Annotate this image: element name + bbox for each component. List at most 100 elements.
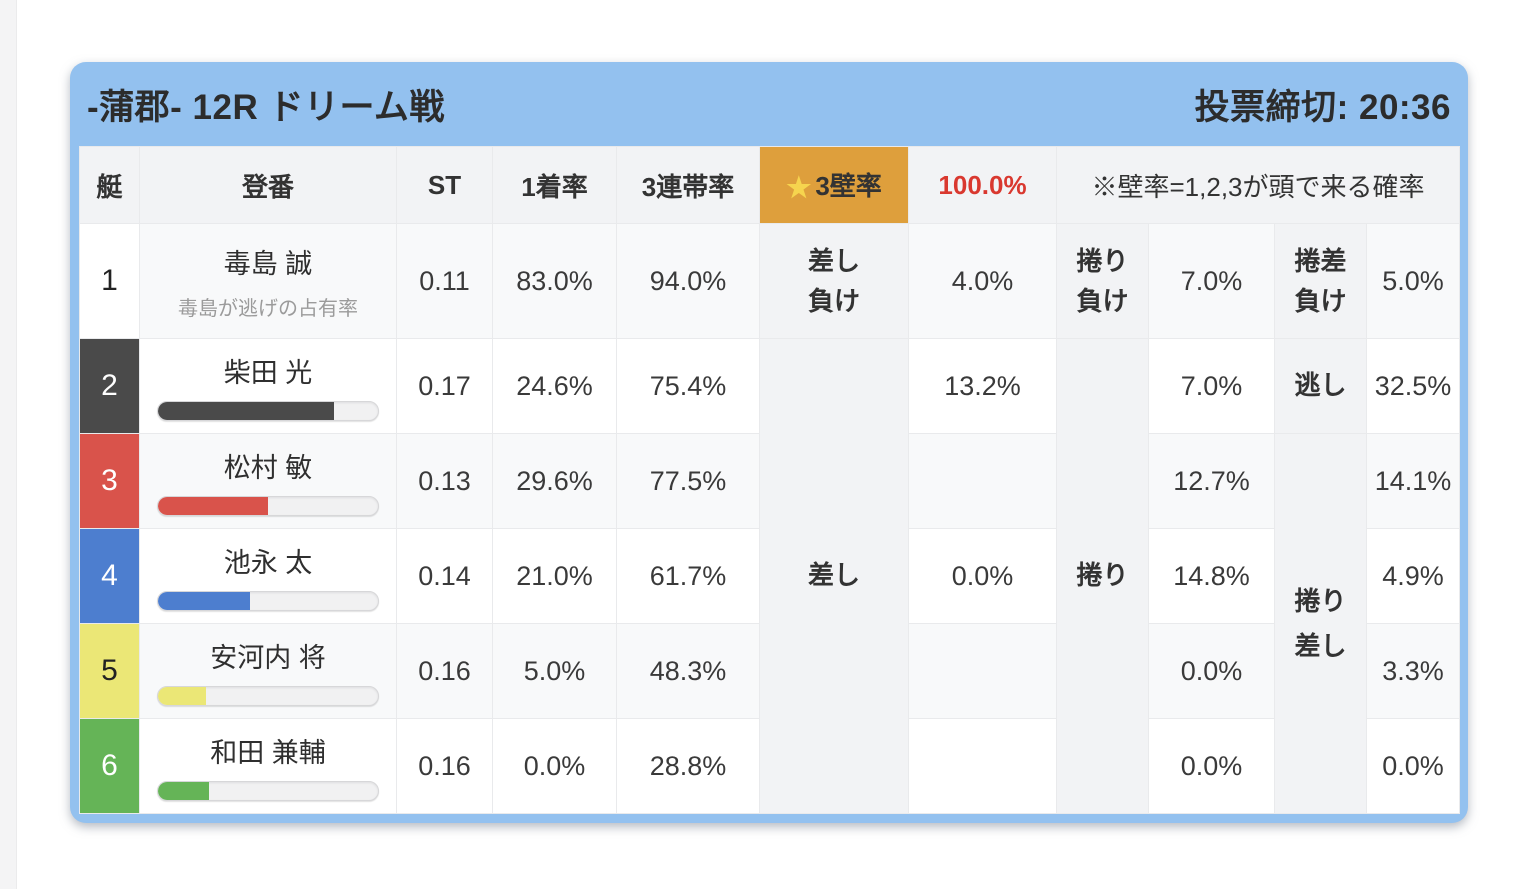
st-value: 0.13 xyxy=(396,433,493,529)
st-value: 0.11 xyxy=(396,223,493,339)
race-card: -蒲郡- 12R ドリーム戦 投票締切: 20:36 艇 登番 ST 1着率 3… xyxy=(70,62,1468,823)
win-rate-value: 83.0% xyxy=(492,223,617,339)
st-value: 0.16 xyxy=(396,718,493,814)
performance-bar xyxy=(157,496,379,516)
performance-bar xyxy=(157,591,379,611)
performance-bar-fill xyxy=(158,402,334,420)
performance-bar-fill xyxy=(158,782,209,800)
racer-name: 柴田 光 xyxy=(223,358,313,388)
racer-name: 安河内 将 xyxy=(210,643,326,673)
racer-name: 毒島 誠 xyxy=(223,248,313,279)
boat-number-cell: 4 xyxy=(79,528,140,624)
makurizashi-value: 0.0% xyxy=(1365,718,1461,814)
sashi-value: 13.2% xyxy=(908,338,1057,434)
top3-rate-value: 75.4% xyxy=(616,338,760,434)
racer-name: 和田 兼輔 xyxy=(210,738,326,768)
col-entry-header: 登番 xyxy=(139,146,397,224)
performance-bar xyxy=(157,401,379,421)
wall-rate-value-cell: 100.0% xyxy=(908,146,1057,224)
makuri-lose-line2: 負け xyxy=(1076,286,1129,316)
racer-row: 4 池永 太 0.14 21.0% 61.7% 0.0% 14.8% 4.9% xyxy=(79,528,1461,624)
star-icon: ★ xyxy=(786,172,812,203)
page-left-gutter xyxy=(0,0,17,889)
racer-cell: 安河内 将 xyxy=(139,623,397,719)
makuri-value: 12.7% xyxy=(1148,433,1275,529)
racer-cell: 池永 太 xyxy=(139,528,397,624)
makurizashi-line2: 差し xyxy=(1294,630,1347,661)
boat-number-cell: 2 xyxy=(79,338,140,434)
makurisashi-lose-line1: 捲差 xyxy=(1294,245,1347,276)
racer-name: 池永 太 xyxy=(223,548,313,578)
win-rate-value: 24.6% xyxy=(492,338,617,434)
table-header-row: 艇 登番 ST 1着率 3連帯率 ★ 3壁率 100.0% ※壁率=1,2,3が頭… xyxy=(79,146,1461,224)
makuri-value: 0.0% xyxy=(1148,623,1275,719)
win-rate-value: 21.0% xyxy=(492,528,617,624)
st-value: 0.17 xyxy=(396,338,493,434)
wall-rate-toggle[interactable]: ★ 3壁率 xyxy=(759,146,909,224)
top3-rate-value: 28.8% xyxy=(616,718,760,814)
performance-bar xyxy=(157,686,379,706)
wall-rate-note: ※壁率=1,2,3が頭で来る確率 xyxy=(1055,146,1461,224)
racer-row: 5 安河内 将 0.16 5.0% 48.3% 0.0% 3.3% xyxy=(79,623,1461,719)
boat-number-cell: 5 xyxy=(79,623,140,719)
top3-rate-value: 48.3% xyxy=(616,623,760,719)
sashi-value xyxy=(908,718,1057,814)
performance-bar-fill xyxy=(158,687,207,705)
makurizashi-value: 4.9% xyxy=(1365,528,1461,624)
makurizashi-line1: 捲り xyxy=(1294,586,1347,617)
wall-rate-value: 100.0% xyxy=(938,169,1027,200)
vote-deadline: 投票締切: 20:36 xyxy=(1194,87,1451,127)
col-st-header: ST xyxy=(396,146,493,224)
makuri-lose-label: 捲り 負け xyxy=(1056,223,1149,339)
racer-caption: 毒島が逃げの占有率 xyxy=(178,297,358,320)
makurisashi-lose-label: 捲差 負け xyxy=(1274,223,1367,339)
makurisashi-value: 5.0% xyxy=(1365,223,1461,339)
sashi-lose-line1: 差し xyxy=(807,245,860,276)
sashi-group-label: 差し xyxy=(759,338,909,814)
racer-row: 1 毒島 誠 毒島が逃げの占有率 0.11 83.0% 94.0% 差し負け 4… xyxy=(79,223,1461,339)
sashi-value xyxy=(908,433,1057,529)
makuri-group-label: 捲り xyxy=(1056,338,1149,814)
sashi-value: 4.0% xyxy=(908,223,1057,339)
sashi-lose-line2: 負け xyxy=(807,286,860,316)
makurizashi-value: 14.1% xyxy=(1365,433,1461,529)
performance-bar-fill xyxy=(158,497,268,515)
racer-name: 松村 敏 xyxy=(223,453,313,483)
makuri-value: 0.0% xyxy=(1148,718,1275,814)
win-rate-value: 5.0% xyxy=(492,623,617,719)
race-card-header: -蒲郡- 12R ドリーム戦 投票締切: 20:36 xyxy=(79,62,1459,146)
racer-cell: 毒島 誠 毒島が逃げの占有率 xyxy=(139,223,397,339)
performance-bar xyxy=(157,781,379,801)
col-top3-rate-header: 3連帯率 xyxy=(616,146,760,224)
sashi-value: 0.0% xyxy=(908,528,1057,624)
col-boat-header: 艇 xyxy=(79,146,140,224)
makuri-value: 7.0% xyxy=(1148,223,1275,339)
sashi-lose-label: 差し 負け xyxy=(759,223,909,339)
makurizashi-group-label: 捲り 差し xyxy=(1274,433,1367,814)
boat-number-cell: 6 xyxy=(79,718,140,814)
makurisashi-lose-line2: 負け xyxy=(1294,286,1347,316)
nigashi-value: 32.5% xyxy=(1365,338,1461,434)
top3-rate-value: 77.5% xyxy=(616,433,760,529)
boat-number-cell: 3 xyxy=(79,433,140,529)
top3-rate-value: 94.0% xyxy=(616,223,760,339)
wall-rate-label: 3壁率 xyxy=(815,171,882,201)
boat-number-cell: 1 xyxy=(79,223,140,339)
win-rate-value: 0.0% xyxy=(492,718,617,814)
makuri-value: 14.8% xyxy=(1148,528,1275,624)
makuri-lose-line1: 捲り xyxy=(1076,245,1129,276)
makurizashi-value: 3.3% xyxy=(1365,623,1461,719)
nigashi-label: 逃し xyxy=(1274,338,1367,434)
st-value: 0.14 xyxy=(396,528,493,624)
sashi-value xyxy=(908,623,1057,719)
performance-bar-fill xyxy=(158,592,251,610)
race-title: -蒲郡- 12R ドリーム戦 xyxy=(87,87,445,127)
racer-cell: 和田 兼輔 xyxy=(139,718,397,814)
st-value: 0.16 xyxy=(396,623,493,719)
racer-row: 2 柴田 光 0.17 24.6% 75.4% 差し 13.2% 捲り 7.0%… xyxy=(79,338,1461,814)
col-win-rate-header: 1着率 xyxy=(492,146,617,224)
makuri-value: 7.0% xyxy=(1148,338,1275,434)
win-rate-value: 29.6% xyxy=(492,433,617,529)
racer-cell: 松村 敏 xyxy=(139,433,397,529)
race-table: 艇 登番 ST 1着率 3連帯率 ★ 3壁率 100.0% ※壁率=1,2,3が頭… xyxy=(79,146,1461,814)
